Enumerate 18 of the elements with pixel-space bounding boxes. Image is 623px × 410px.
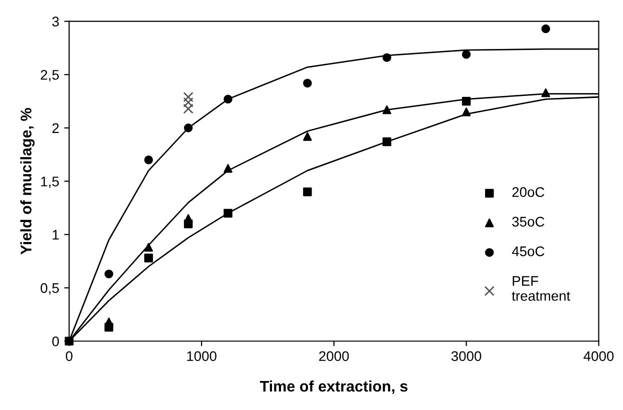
- x-axis-title: Time of extraction, s: [260, 380, 408, 394]
- x-tick-label: 1000: [187, 351, 216, 362]
- legend-label: 35oC: [512, 216, 544, 227]
- x-tick-label: 2000: [319, 351, 349, 362]
- y-tick-label: 3: [52, 16, 59, 26]
- y-tick-label: 0: [52, 336, 59, 346]
- y-tick-label: 2: [52, 123, 59, 133]
- y-tick-label: 2,5: [40, 70, 59, 82]
- y-axis-title: Yield of mucilage, %: [20, 108, 35, 255]
- legend-label: PEF treatment: [512, 276, 570, 301]
- x-tick-label: 4000: [584, 351, 614, 362]
- y-tick-label: 1: [52, 230, 59, 240]
- y-tick-label: 0,5: [40, 283, 59, 295]
- x-tick-label: 0: [66, 351, 72, 362]
- y-tick-label: 1,5: [41, 176, 59, 188]
- legend-label: 45oC: [512, 246, 544, 256]
- x-tick-label: 3000: [451, 351, 482, 362]
- legend-label: 20oC: [512, 187, 544, 198]
